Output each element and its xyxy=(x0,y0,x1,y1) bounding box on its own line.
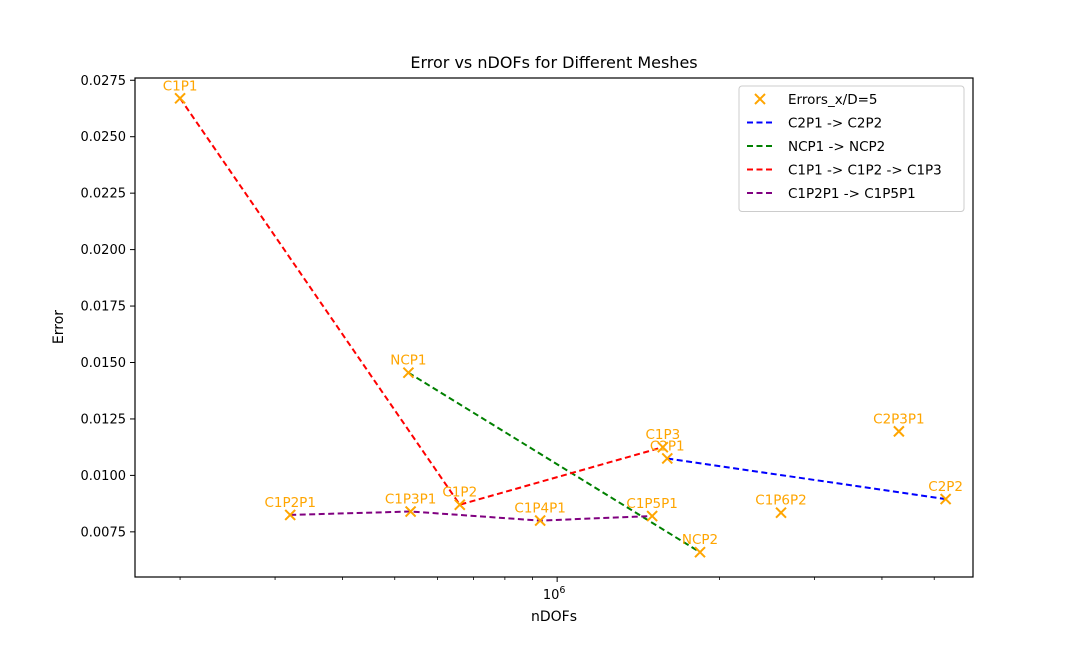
point-label-1: C1P2P1 xyxy=(264,495,315,511)
point-marker-8 xyxy=(661,452,673,465)
point-label-11: C2P3P1 xyxy=(873,411,924,427)
y-tick-label-3: 0.0150 xyxy=(81,356,127,371)
axes: 0.0075 0.0100 0.0125 0.0150 0.0175 0.0200 0.02… xyxy=(81,74,935,603)
y-tick-label-2: 0.0125 xyxy=(81,412,127,427)
legend: Errors_x/D=5 C2P1 -> C2P2 NCP1 -> NCP2 C1P1… xyxy=(738,85,965,212)
x-tick-label: 106 xyxy=(543,585,566,603)
series-line-2 xyxy=(179,97,664,506)
point-marker-5 xyxy=(534,514,546,527)
point-label-10: C1P6P2 xyxy=(755,493,806,509)
point-label-0: C1P1 xyxy=(163,78,198,94)
point-label-12: C2P2 xyxy=(928,479,963,495)
y-axis-label: Error xyxy=(51,310,67,344)
y-tick-label-6: 0.0225 xyxy=(81,187,127,202)
point-marker-12 xyxy=(939,493,952,505)
legend-label-2: NCP1 -> NCP2 xyxy=(788,139,885,155)
point-label-5: C1P4P1 xyxy=(514,501,565,517)
legend-label-4: C1P2P1 -> C1P5P1 xyxy=(788,186,916,202)
y-tick-label-5: 0.0200 xyxy=(81,243,127,258)
series-line-1 xyxy=(407,371,701,554)
point-marker-7 xyxy=(657,441,669,453)
point-marker-3 xyxy=(404,505,417,518)
legend-label-1: C2P1 -> C2P2 xyxy=(788,116,882,132)
point-label-8: C2P1 xyxy=(650,438,685,454)
y-tick-label-8: 0.0275 xyxy=(81,74,127,89)
point-label-3: C1P3P1 xyxy=(385,492,436,508)
y-tick-label-0: 0.0075 xyxy=(81,525,127,540)
point-marker-4 xyxy=(454,499,466,511)
x-axis-label: nDOFs xyxy=(531,609,577,625)
chart-title: Error vs nDOFs for Different Meshes xyxy=(410,53,697,72)
x-tick-base: 10 xyxy=(543,588,560,603)
point-label-2: NCP1 xyxy=(390,353,426,369)
y-tick-label-1: 0.0100 xyxy=(81,469,127,484)
point-marker-10 xyxy=(775,506,787,519)
point-marker-1 xyxy=(284,509,296,521)
y-tick-label-7: 0.0250 xyxy=(81,130,127,145)
point-marker-2 xyxy=(402,366,415,379)
point-marker-6 xyxy=(646,510,658,522)
point-marker-0 xyxy=(174,92,186,105)
legend-box xyxy=(738,85,965,212)
point-label-9: NCP2 xyxy=(682,532,718,548)
legend-label-0: Errors_x/D=5 xyxy=(788,92,878,108)
point-marker-11 xyxy=(893,425,905,438)
legend-label-3: C1P1 -> C1P2 -> C1P3 xyxy=(788,163,942,179)
plot-frame xyxy=(134,77,974,578)
y-tick-label-4: 0.0175 xyxy=(81,300,127,315)
legend-marker-0 xyxy=(754,93,766,105)
series-line-3 xyxy=(290,510,653,522)
plot-area: C1P1 C1P2P1 NCP1 C1P3P1 C1P2 C1P4P1 C1P5P1 C1P3… xyxy=(163,78,963,558)
point-label-4: C1P2 xyxy=(442,485,477,501)
x-tick-exponent: 6 xyxy=(559,585,565,596)
point-marker-9 xyxy=(694,546,706,558)
point-label-7: C1P3 xyxy=(645,427,680,443)
point-label-6: C1P5P1 xyxy=(626,496,677,512)
